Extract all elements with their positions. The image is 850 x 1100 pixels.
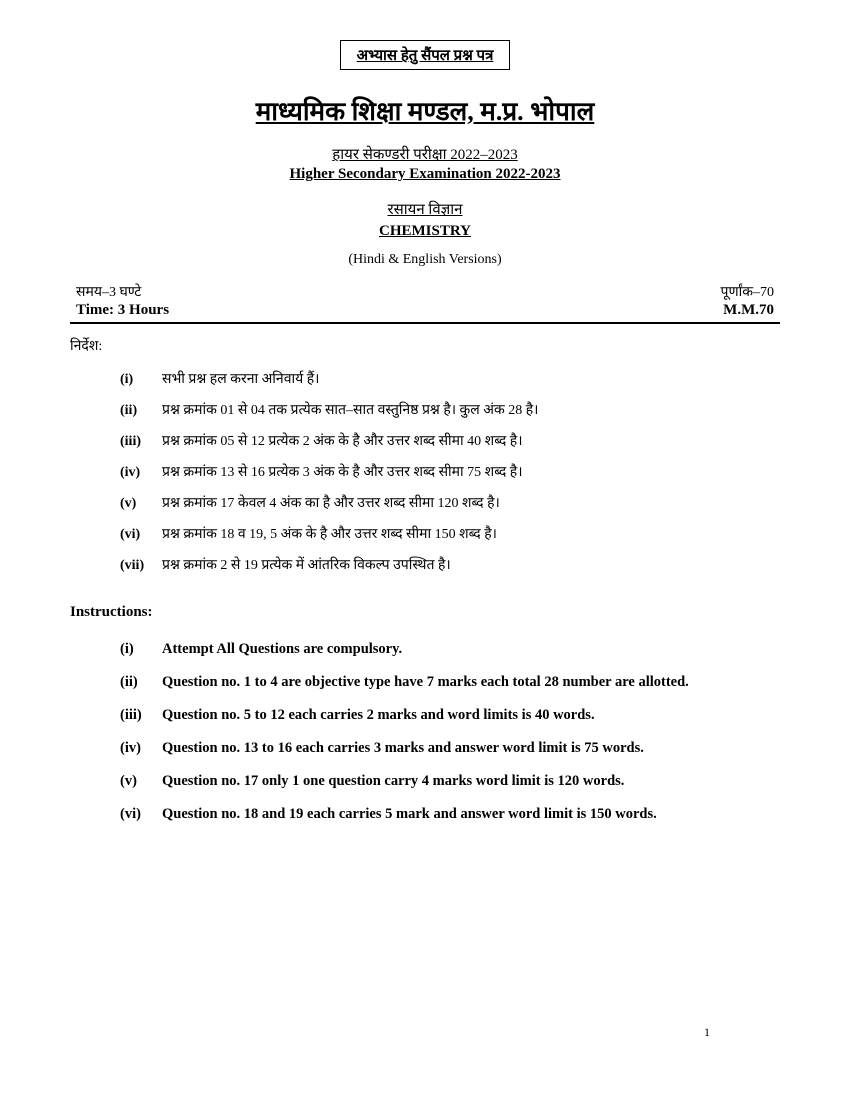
- instruction-num: (iii): [120, 705, 162, 726]
- instruction-num: (i): [120, 639, 162, 660]
- instruction-item-hindi: (ii) प्रश्न क्रमांक 01 से 04 तक प्रत्येक…: [120, 400, 780, 421]
- exam-title-english: Higher Secondary Examination 2022-2023: [70, 166, 780, 183]
- page-number: 1: [704, 1025, 710, 1040]
- instruction-text: Question no. 1 to 4 are objective type h…: [162, 672, 780, 693]
- sample-paper-label: अभ्यास हेतु सैंपल प्रश्न पत्र: [340, 40, 511, 70]
- instruction-text: Question no. 17 only 1 one question carr…: [162, 771, 780, 792]
- instruction-num: (vi): [120, 524, 162, 545]
- time-marks-row-english: Time: 3 Hours M.M.70: [70, 302, 780, 324]
- instruction-text: प्रश्न क्रमांक 17 केवल 4 अंक का है और उत…: [162, 493, 780, 514]
- marks-english: M.M.70: [723, 302, 774, 319]
- instruction-item-hindi: (vii) प्रश्न क्रमांक 2 से 19 प्रत्येक मे…: [120, 555, 780, 576]
- instruction-num: (ii): [120, 672, 162, 693]
- instruction-num: (iv): [120, 462, 162, 483]
- instruction-text: प्रश्न क्रमांक 05 से 12 प्रत्येक 2 अंक क…: [162, 431, 780, 452]
- instruction-item-english: (ii) Question no. 1 to 4 are objective t…: [120, 672, 780, 693]
- marks-hindi: पूर्णांक–70: [721, 282, 774, 301]
- instruction-num: (v): [120, 493, 162, 514]
- instruction-num: (ii): [120, 400, 162, 421]
- instruction-num: (i): [120, 369, 162, 390]
- instruction-num: (iii): [120, 431, 162, 452]
- instruction-item-english: (v) Question no. 17 only 1 one question …: [120, 771, 780, 792]
- instruction-text: Question no. 13 to 16 each carries 3 mar…: [162, 738, 780, 759]
- time-english: Time: 3 Hours: [76, 302, 169, 319]
- instructions-list-hindi: (i) सभी प्रश्न हल करना अनिवार्य हैं। (ii…: [70, 369, 780, 576]
- instruction-item-hindi: (iii) प्रश्न क्रमांक 05 से 12 प्रत्येक 2…: [120, 431, 780, 452]
- instruction-item-english: (iv) Question no. 13 to 16 each carries …: [120, 738, 780, 759]
- time-marks-row-hindi: समय–3 घण्टे पूर्णांक–70: [70, 282, 780, 301]
- instruction-num: (vi): [120, 804, 162, 825]
- sample-paper-box-wrapper: अभ्यास हेतु सैंपल प्रश्न पत्र: [70, 40, 780, 70]
- instruction-item-english: (i) Attempt All Questions are compulsory…: [120, 639, 780, 660]
- instruction-text: प्रश्न क्रमांक 01 से 04 तक प्रत्येक सात–…: [162, 400, 780, 421]
- instructions-label-english: Instructions:: [70, 604, 780, 621]
- instruction-item-hindi: (v) प्रश्न क्रमांक 17 केवल 4 अंक का है औ…: [120, 493, 780, 514]
- instruction-item-hindi: (vi) प्रश्न क्रमांक 18 व 19, 5 अंक के है…: [120, 524, 780, 545]
- versions-label: (Hindi & English Versions): [70, 252, 780, 268]
- instruction-item-english: (vi) Question no. 18 and 19 each carries…: [120, 804, 780, 825]
- instructions-list-english: (i) Attempt All Questions are compulsory…: [70, 639, 780, 825]
- instruction-num: (v): [120, 771, 162, 792]
- instruction-text: Attempt All Questions are compulsory.: [162, 639, 780, 660]
- instruction-text: सभी प्रश्न हल करना अनिवार्य हैं।: [162, 369, 780, 390]
- instruction-item-english: (iii) Question no. 5 to 12 each carries …: [120, 705, 780, 726]
- instructions-label-hindi: निर्देश:: [70, 336, 780, 355]
- instruction-text: प्रश्न क्रमांक 18 व 19, 5 अंक के है और उ…: [162, 524, 780, 545]
- instruction-text: Question no. 5 to 12 each carries 2 mark…: [162, 705, 780, 726]
- instruction-num: (iv): [120, 738, 162, 759]
- exam-title-hindi: हायर सेकण्डरी परीक्षा 2022–2023: [70, 144, 780, 164]
- instruction-item-hindi: (iv) प्रश्न क्रमांक 13 से 16 प्रत्येक 3 …: [120, 462, 780, 483]
- subject-english: CHEMISTRY: [70, 223, 780, 240]
- subject-hindi: रसायन विज्ञान: [70, 199, 780, 219]
- instruction-item-hindi: (i) सभी प्रश्न हल करना अनिवार्य हैं।: [120, 369, 780, 390]
- instruction-text: Question no. 18 and 19 each carries 5 ma…: [162, 804, 780, 825]
- time-hindi: समय–3 घण्टे: [76, 282, 141, 301]
- instruction-text: प्रश्न क्रमांक 2 से 19 प्रत्येक में आंतर…: [162, 555, 780, 576]
- board-title: माध्यमिक शिक्षा मण्डल, म.प्र. भोपाल: [70, 92, 780, 128]
- instruction-text: प्रश्न क्रमांक 13 से 16 प्रत्येक 3 अंक क…: [162, 462, 780, 483]
- instruction-num: (vii): [120, 555, 162, 576]
